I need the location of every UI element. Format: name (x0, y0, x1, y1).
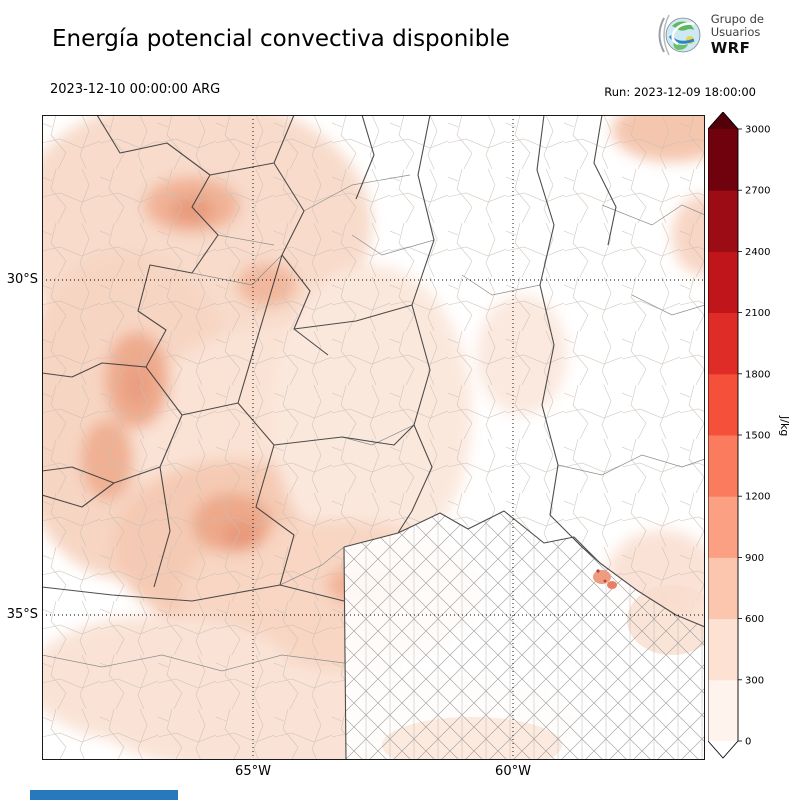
svg-text:1800: 1800 (745, 369, 770, 380)
lon-label-65w: 65°W (235, 764, 271, 779)
lat-label-35s: 35°S (6, 607, 38, 622)
svg-text:2100: 2100 (745, 308, 770, 319)
amba-urban-cluster (593, 569, 617, 589)
lon-label-60w: 60°W (495, 764, 531, 779)
map-frame (42, 115, 705, 760)
valid-time-label: 2023-12-10 00:00:00 ARG (50, 82, 221, 97)
secondary-boundaries (42, 174, 705, 672)
graticule-gridlines (42, 115, 705, 760)
svg-text:300: 300 (745, 675, 764, 686)
svg-text:1200: 1200 (745, 492, 770, 503)
svg-text:2700: 2700 (745, 186, 770, 197)
svg-text:600: 600 (745, 614, 764, 625)
wrf-logo-text: Grupo de Usuarios WRF (710, 11, 764, 58)
province-borders (42, 115, 705, 760)
svg-text:0: 0 (745, 737, 751, 748)
wrf-logo: Grupo de Usuarios WRF (654, 12, 764, 58)
svg-text:3000: 3000 (745, 125, 770, 136)
page-title: Energía potencial convectiva disponible (52, 26, 510, 52)
footer-blue-strip (30, 790, 178, 800)
cape-map-canvas (42, 115, 705, 760)
wrf-globe-icon (658, 14, 701, 56)
logo-line-2: Usuarios (710, 25, 761, 40)
svg-text:1500: 1500 (745, 431, 770, 442)
svg-text:2400: 2400 (745, 247, 770, 258)
logo-line-3: WRF (710, 38, 751, 57)
lat-label-30s: 30°S (6, 272, 38, 287)
run-time-label: Run: 2023-12-09 18:00:00 (604, 85, 756, 99)
buenos-aires-mesh (344, 511, 705, 760)
colorbar-unit-label: J/kg (778, 416, 791, 437)
svg-text:900: 900 (745, 553, 764, 564)
cape-colorbar: 0 300 600 900 1200 1500 1800 2100 2400 2700 3000 (708, 112, 770, 759)
logo-line-1: Grupo de (710, 11, 764, 26)
